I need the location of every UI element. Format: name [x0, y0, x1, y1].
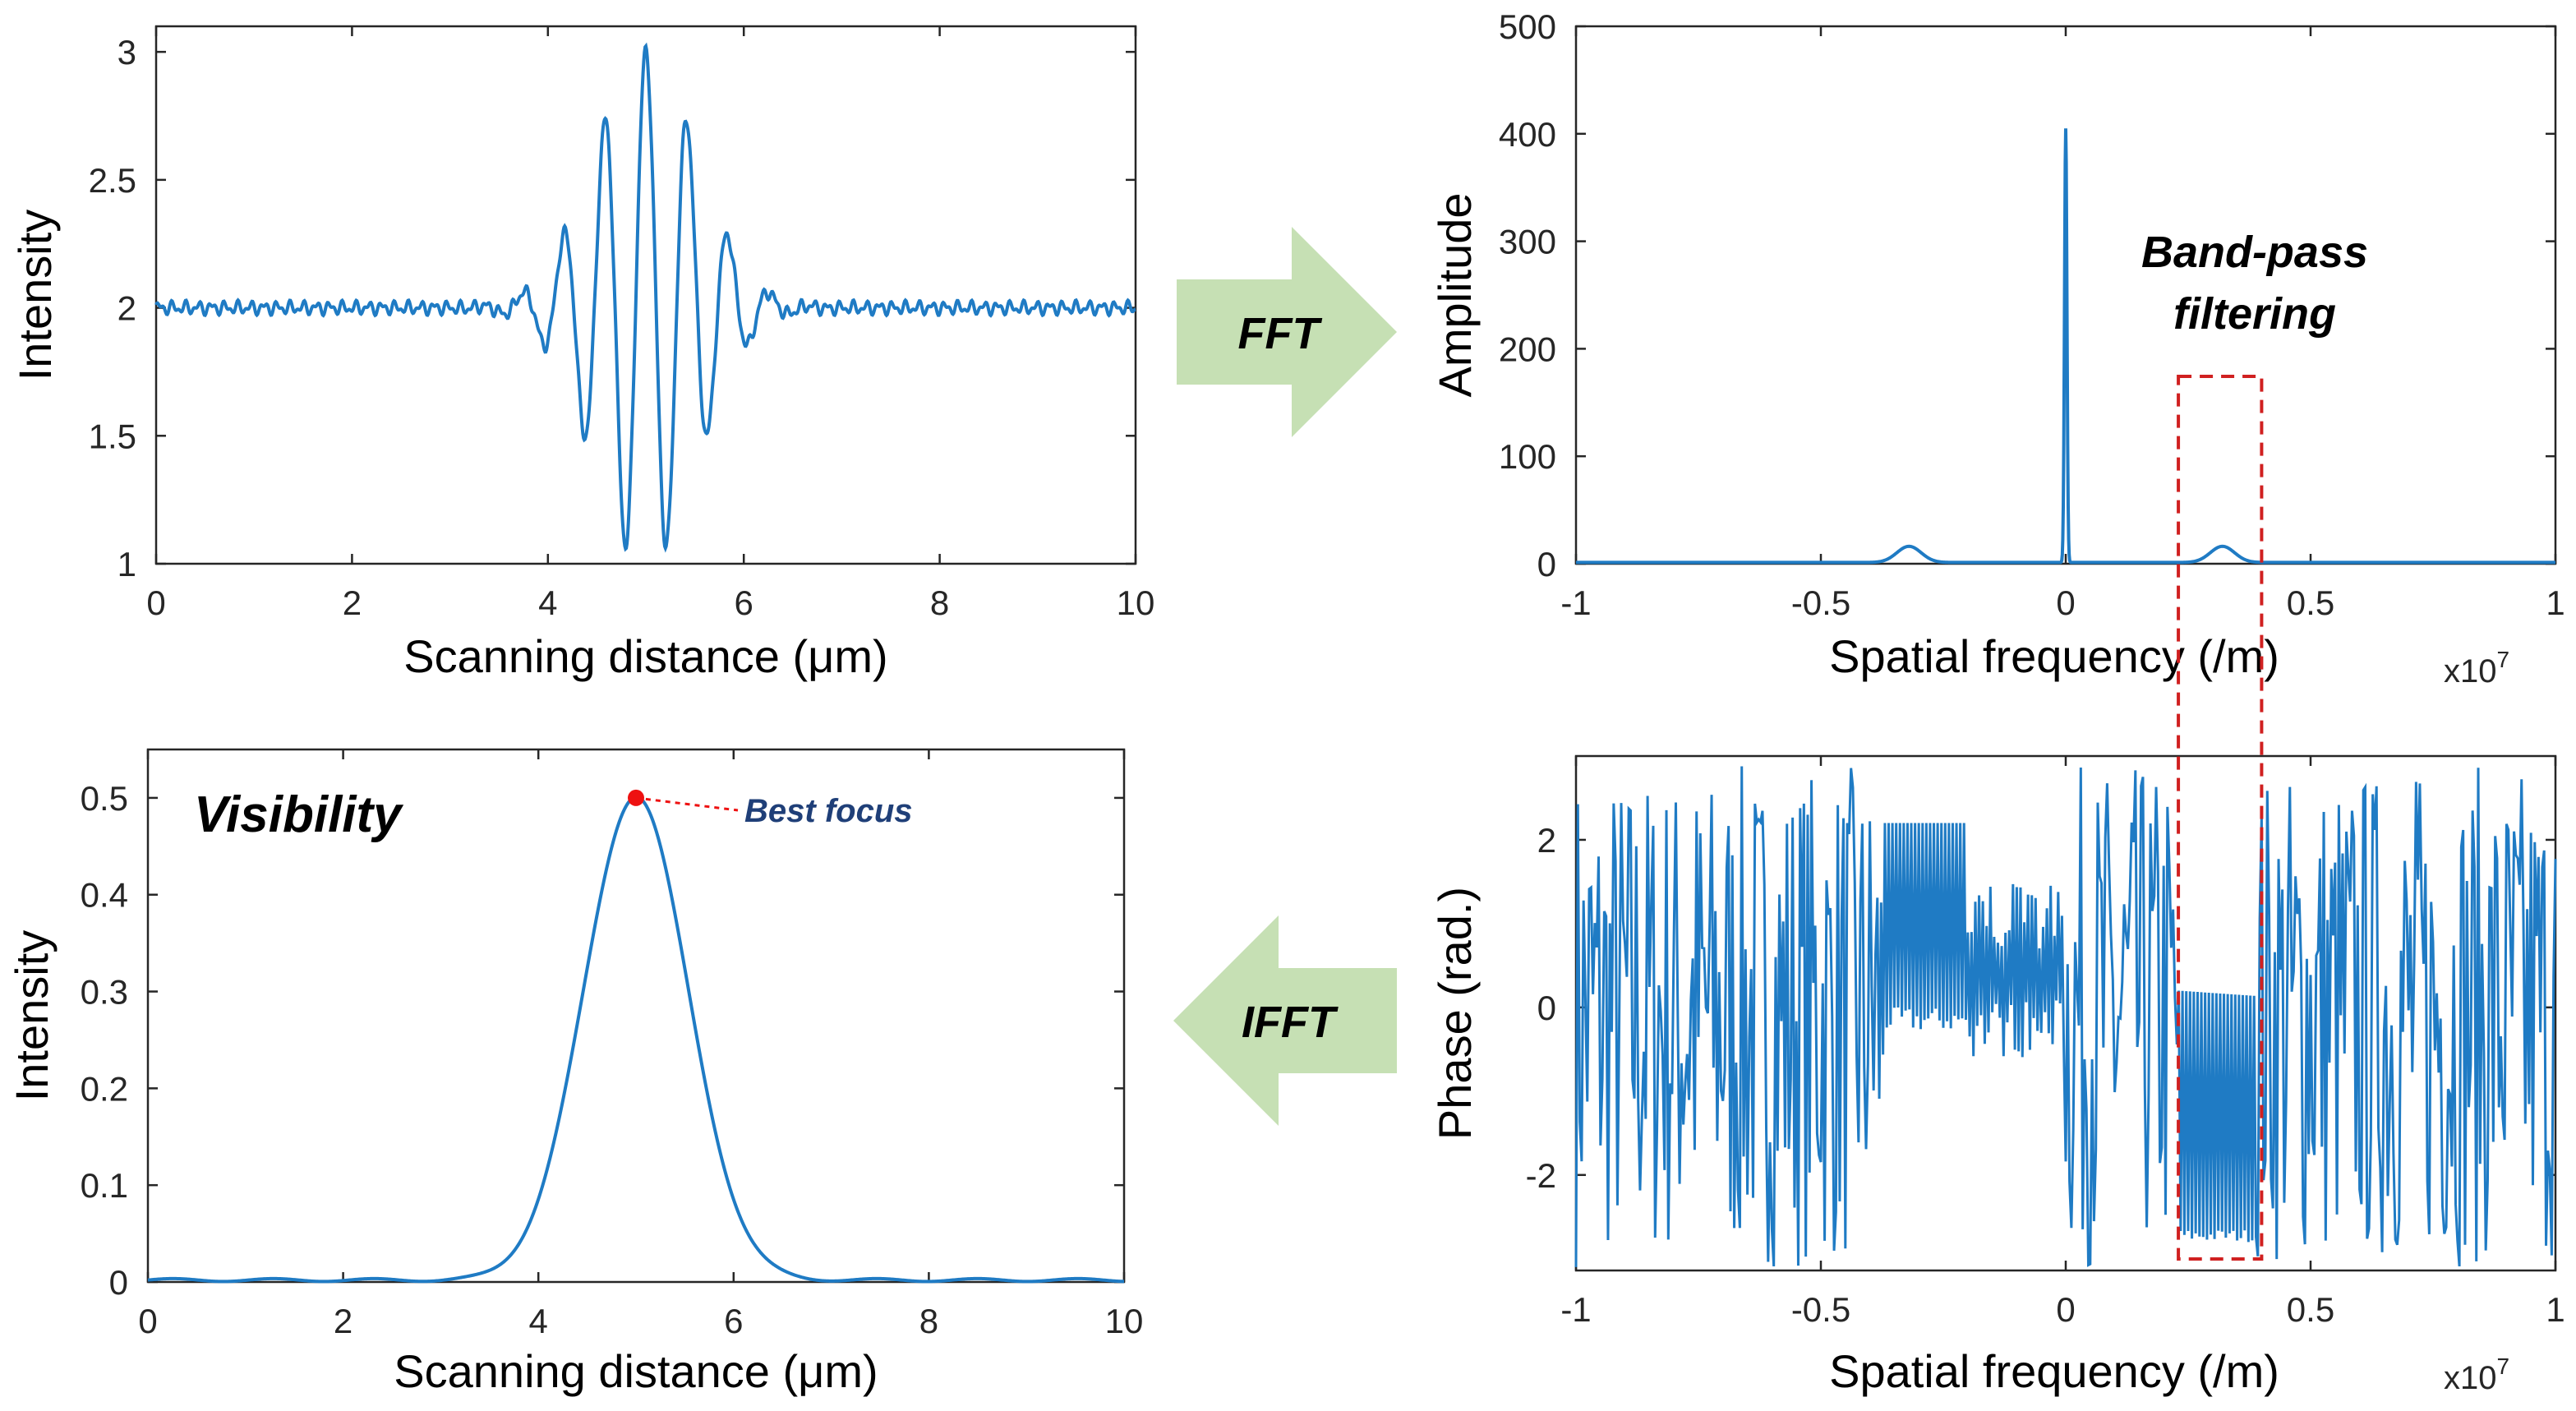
amplitude-ytick-label: 100: [1499, 437, 1556, 476]
interferogram-xtick-label: 4: [538, 583, 557, 622]
bandpass-label-line2: filtering: [2173, 289, 2336, 339]
visibility-xtick-label: 4: [529, 1302, 548, 1340]
amplitude-x-multiplier-exp: 7: [2497, 647, 2510, 672]
amplitude-xtick-label: 1: [2546, 583, 2564, 622]
interferogram-xtick-label: 6: [735, 583, 753, 622]
amplitude-curve: [1576, 128, 2555, 565]
best-focus-label: Best focus: [744, 793, 913, 829]
visibility-ticks: 0 2 4 6 8 10 0 0.1 0.2 0.3 0.4 0.5: [81, 749, 1144, 1340]
visibility-xtick-label: 6: [724, 1302, 743, 1340]
interferogram-ylabel: Intensity: [9, 210, 61, 381]
interferogram-curve: [154, 42, 1136, 553]
amplitude-ytick-label: 500: [1499, 7, 1556, 46]
visibility-xtick-label: 8: [919, 1302, 938, 1340]
phase-axes-box: [1574, 754, 2557, 1272]
visibility-ytick-label: 0.5: [81, 779, 128, 818]
phase-ytick-label: 0: [1537, 989, 1556, 1027]
phase-curve: [1574, 766, 2557, 1267]
interferogram-ytick-label: 3: [118, 33, 136, 71]
amplitude-ytick-label: 200: [1499, 330, 1556, 368]
ifft-arrow: IFFT: [1173, 915, 1397, 1126]
visibility-plot: 0 2 4 6 8 10 0 0.1 0.2 0.3 0.4 0.5 Best focus Visib…: [6, 748, 1144, 1397]
interferogram-xtick-label: 10: [1117, 583, 1155, 622]
phase-xtick-label: 0: [2056, 1290, 2075, 1329]
phase-x-multiplier-exp: 7: [2497, 1353, 2510, 1379]
phase-x-multiplier: x107: [2444, 1353, 2509, 1396]
interferogram-ytick-label: 2: [118, 289, 136, 328]
visibility-ytick-label: 0.2: [81, 1069, 128, 1108]
amplitude-x-multiplier: x107: [2444, 647, 2509, 689]
amplitude-ytick-label: 400: [1499, 115, 1556, 154]
best-focus-leader: [635, 796, 739, 812]
fft-arrow-label: FFT: [1238, 309, 1323, 358]
visibility-curve: [147, 795, 1125, 1284]
interferogram-xlabel: Scanning distance (μm): [403, 630, 887, 682]
phase-xtick-label: 0.5: [2287, 1290, 2334, 1329]
visibility-ytick-label: 0.1: [81, 1166, 128, 1205]
visibility-xtick-label: 0: [138, 1302, 157, 1340]
phase-xtick-label: 1: [2546, 1290, 2564, 1329]
interferogram-ytick-label: 1: [118, 545, 136, 583]
amplitude-plot: -1 -0.5 0 0.5 1 0 100 200 300 400 500 Band-pass fi…: [1429, 7, 2565, 689]
phase-xtick-label: -1: [1560, 1290, 1591, 1329]
phase-xtick-label: -0.5: [1791, 1290, 1850, 1329]
visibility-xtick-label: 10: [1105, 1302, 1144, 1340]
phase-x-multiplier-base: x10: [2444, 1360, 2497, 1396]
visibility-axes-box: [146, 748, 1126, 1284]
visibility-ytick-label: 0.3: [81, 973, 128, 1012]
phase-ytick-label: -2: [1526, 1156, 1556, 1195]
amplitude-x-multiplier-base: x10: [2444, 653, 2497, 689]
visibility-xtick-label: 2: [334, 1302, 353, 1340]
ifft-arrow-shape: [1173, 915, 1397, 1126]
phase-ylabel: Phase (rad.): [1429, 887, 1481, 1140]
phase-xlabel: Spatial frequency (/m): [1829, 1345, 2279, 1397]
fft-arrow: FFT: [1177, 227, 1397, 437]
fft-arrow-shape: [1177, 227, 1397, 437]
best-focus-marker: [628, 789, 644, 806]
interferogram-ytick-label: 1.5: [89, 417, 136, 455]
amplitude-xtick-label: -0.5: [1791, 583, 1850, 622]
visibility-title: Visibility: [194, 786, 404, 843]
amplitude-xtick-label: 0.5: [2287, 583, 2334, 622]
amplitude-xtick-label: 0: [2056, 583, 2075, 622]
bandpass-label-line1: Band-pass: [2141, 228, 2368, 277]
visibility-ylabel: Intensity: [6, 930, 58, 1102]
visibility-ytick-label: 0: [109, 1263, 128, 1302]
interferogram-xtick-label: 8: [930, 583, 949, 622]
amplitude-ytick-label: 300: [1499, 223, 1556, 261]
phase-plot: -1 -0.5 0 0.5 1 -2 0 2 Spatial frequency (/m) P…: [1429, 754, 2565, 1397]
amplitude-ytick-label: 0: [1537, 545, 1556, 583]
bandpass-filter-box: [2177, 375, 2264, 1261]
amplitude-ylabel: Amplitude: [1429, 192, 1481, 397]
interferogram-axes-box: [154, 25, 1137, 565]
phase-ticks: -1 -0.5 0 0.5 1 -2 0 2: [1526, 756, 2565, 1329]
phase-ytick-label: 2: [1537, 821, 1556, 860]
amplitude-ticks: -1 -0.5 0 0.5 1 0 100 200 300 400 500: [1499, 7, 2565, 622]
interferogram-xtick-label: 0: [146, 583, 165, 622]
amplitude-xtick-label: -1: [1560, 583, 1591, 622]
interferogram-ytick-label: 2.5: [89, 161, 136, 200]
interferogram-ticks: 0 2 4 6 8 10 1 1.5 2 2.5 3: [89, 26, 1155, 622]
amplitude-xlabel: Spatial frequency (/m): [1829, 630, 2279, 682]
visibility-ytick-label: 0.4: [81, 876, 128, 915]
interferogram-xtick-label: 2: [343, 583, 362, 622]
visibility-xlabel: Scanning distance (μm): [394, 1345, 878, 1397]
ifft-arrow-label: IFFT: [1242, 998, 1339, 1047]
